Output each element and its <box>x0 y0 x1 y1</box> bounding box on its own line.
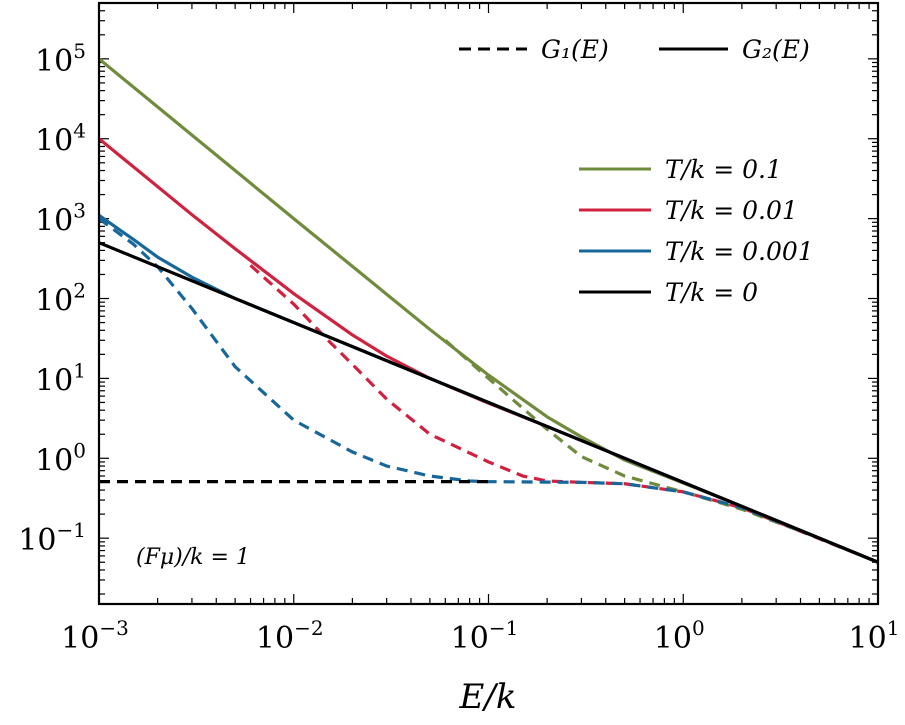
x-tick-label: 10−1 <box>451 616 519 656</box>
series-line-g2-t-k-0 <box>99 241 878 564</box>
y-tick-label: 10−1 <box>18 518 86 558</box>
legend-label-t-0: T/k = 0 <box>665 278 758 307</box>
series-line-g2-t-k-0-001 <box>99 214 878 564</box>
y-tick-label: 100 <box>35 438 86 478</box>
x-tick-label: 10−2 <box>256 616 324 656</box>
legend-label-t-0.001: T/k = 0.001 <box>665 237 814 266</box>
plot-frame <box>97 1 880 606</box>
legend-label-g2: G₂(E) <box>742 35 810 64</box>
series-line-g1-t-k-0-01 <box>249 264 878 564</box>
y-tick-label: 105 <box>35 39 86 79</box>
x-axis-label: E/k <box>459 677 517 717</box>
y-tick-label: 101 <box>35 358 86 398</box>
x-tick-label: 100 <box>654 616 705 656</box>
legend-label-g1: G₁(E) <box>541 35 609 64</box>
legend-label-t-0.01: T/k = 0.01 <box>665 196 798 225</box>
series-line-g2-t-k-0-1 <box>99 57 878 564</box>
y-tick-label: 102 <box>35 279 86 319</box>
series-line-g1-t-k-0-001 <box>99 217 878 564</box>
series-line-g1-t-k-0-1 <box>444 339 878 564</box>
style-legend: G₁(E) G₂(E) <box>459 35 810 64</box>
annotation-text: (Fμ)/k = 1 <box>136 545 250 570</box>
series-legend: T/k = 0.1 T/k = 0.01 T/k = 0.001 T/k = 0 <box>579 155 814 307</box>
y-tick-label: 103 <box>35 199 86 239</box>
y-tick-label: 104 <box>35 119 86 159</box>
legend-label-t-0.1: T/k = 0.1 <box>665 155 782 184</box>
x-tick-label: 101 <box>849 616 900 656</box>
x-tick-label: 10−3 <box>61 616 129 656</box>
